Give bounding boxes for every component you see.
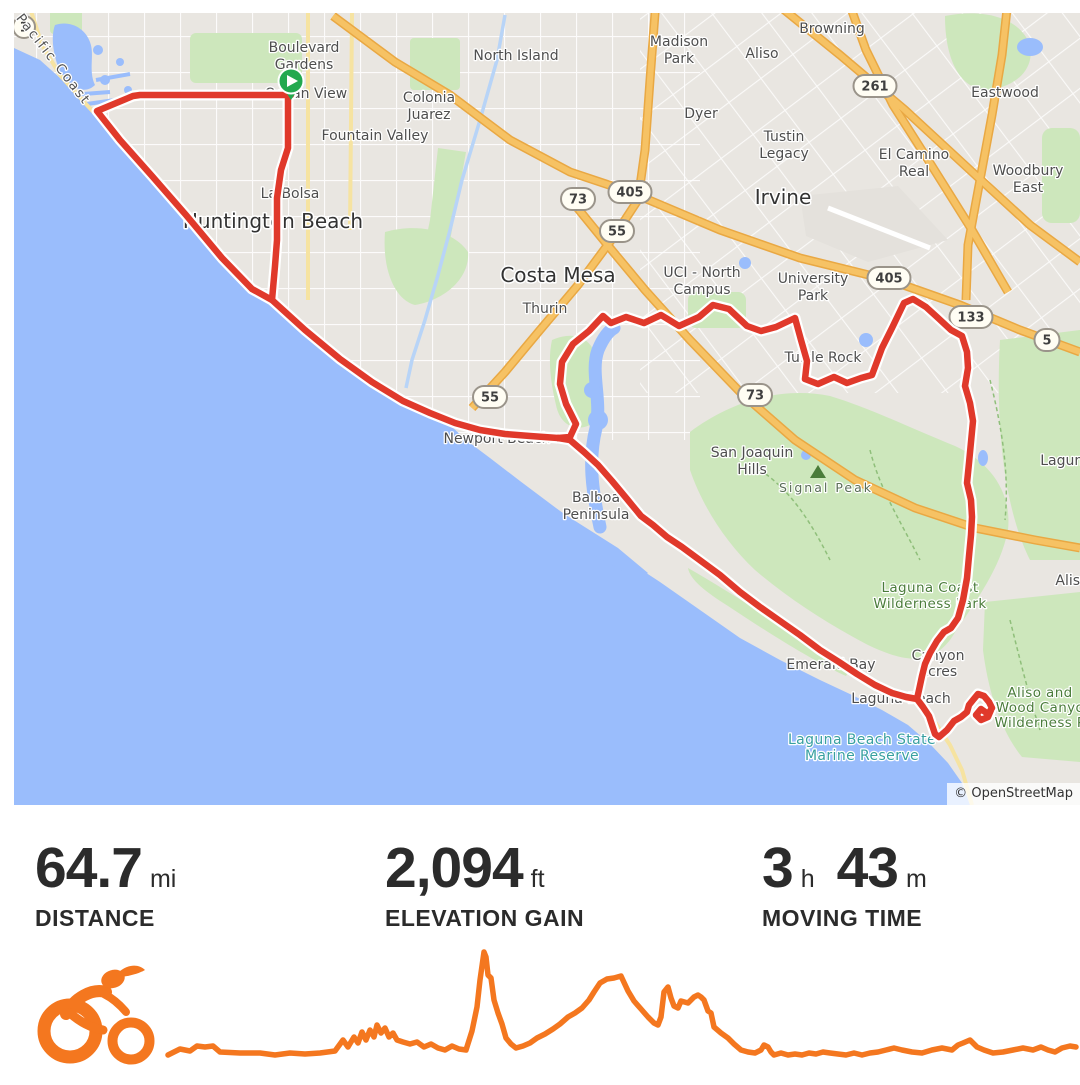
map-label: Signal Peak [779,480,873,495]
elevation-profile-line [165,949,1079,1058]
map-label: Turtle Rock [784,350,863,366]
stat-distance: 64.7 mi DISTANCE [35,840,176,932]
map-label: Costa Mesa [500,263,615,287]
map-label: San Joaquin [711,445,794,461]
time-hours-value: 3 [762,836,794,900]
elevation-value: 2,094 [385,836,524,900]
map-label: Wilderness Park [873,596,986,612]
highway-shield-133: 133 [948,305,994,329]
route-map: 1 73 405 55 55 261 405 133 5 73 Huntington Beach Co… [14,13,1080,805]
map-label: Madison [650,34,708,50]
cyclist-logo-icon [37,965,155,1065]
route-huntington-inland [268,91,292,304]
highway-shield-405: 405 [866,266,912,290]
map-label: Laguna Beach State [788,732,936,748]
map-label: Juarez [407,107,451,123]
highway-shield-73: 73 [560,187,596,211]
airport-area [800,186,948,262]
map-water [52,14,1043,579]
svg-text:73: 73 [746,389,764,404]
svg-text:1: 1 [19,21,28,36]
map-label: Dyer [684,106,718,122]
map-label: Colonia [403,90,455,106]
highway-shield-73: 73 [737,383,773,407]
svg-text:55: 55 [481,391,499,406]
start-marker [277,67,305,100]
svg-text:261: 261 [861,80,888,95]
map-label: Legacy [759,146,809,162]
map-label: North Island [473,48,558,64]
map-label: Peninsula [563,507,630,523]
stat-moving-time: 3 h 43 m MOVING TIME [762,840,927,932]
time-minutes-unit: m [906,865,927,893]
route-inland-loop [554,295,977,703]
svg-text:73: 73 [569,193,587,208]
map-label: Balboa [572,490,620,506]
map-label: Campus [673,282,730,298]
map-label: Wood Canyo [996,700,1080,716]
map-label: El Camino [879,147,950,163]
bottom-section [0,940,1080,1080]
map-label: East [1013,180,1044,196]
map-label: UCI - North [663,265,740,281]
highway-shield-5: 5 [1033,328,1061,352]
highway-shield-55: 55 [472,385,508,409]
map-label: Thurin [522,301,568,317]
svg-text:55: 55 [608,225,626,240]
distance-unit: mi [149,865,177,893]
map-label: Irvine [755,185,812,209]
map-label: Aliso [745,46,778,62]
highway-shield-261: 261 [852,74,898,98]
ocean [14,48,970,805]
stats-row: 64.7 mi DISTANCE 2,094 ft ELEVATION GAIN… [0,840,1080,940]
osm-attribution[interactable]: © OpenStreetMap [947,783,1080,805]
map-label: Wilderness P [995,715,1080,731]
highway-shield-405: 405 [607,180,653,204]
map-label: Browning [799,21,865,37]
map-label: Hills [737,462,767,478]
highway-shield-55: 55 [599,219,635,243]
map-label: Woodbury [993,163,1064,179]
distance-label: DISTANCE [35,905,155,931]
stat-elevation-gain: 2,094 ft ELEVATION GAIN [385,840,584,932]
svg-text:405: 405 [875,272,902,287]
map-label: Aliso and [1007,685,1072,701]
map-label: Marine Reserve [805,748,919,764]
map-label: Fountain Valley [322,128,429,144]
route-west-and-coast [93,91,562,442]
map-label: Aliso [1055,573,1080,589]
highway-shield-1: 1 [14,15,36,39]
map-label: Eastwood [971,85,1039,101]
elevation-label: ELEVATION GAIN [385,905,585,931]
map-parks [50,13,1080,762]
map-label: Laguna Coast [881,580,978,596]
time-minutes-value: 43 [836,836,899,900]
time-label: MOVING TIME [762,905,923,931]
time-hours-unit: h [800,865,815,893]
peak-icon [810,465,826,478]
map-label: Tustin [763,129,805,145]
bottom-svg [37,949,1079,1065]
map-label: Laguna [1040,453,1080,469]
map-label: Canyon [912,648,965,664]
route-balboa-coast [554,434,921,703]
svg-text:5: 5 [1042,334,1051,349]
route-aliso-spur [913,690,996,741]
map-label: Boulevard [269,40,340,56]
map-label: University [778,271,849,287]
elevation-unit: ft [530,865,545,893]
svg-text:405: 405 [616,186,643,201]
map-label: Park [798,288,829,304]
svg-text:133: 133 [957,311,984,326]
map-trails [759,379,1041,731]
map-label: La Bolsa [261,186,320,202]
map-label: Park [664,51,695,67]
distance-value: 64.7 [35,836,143,900]
map-label: Real [899,164,929,180]
